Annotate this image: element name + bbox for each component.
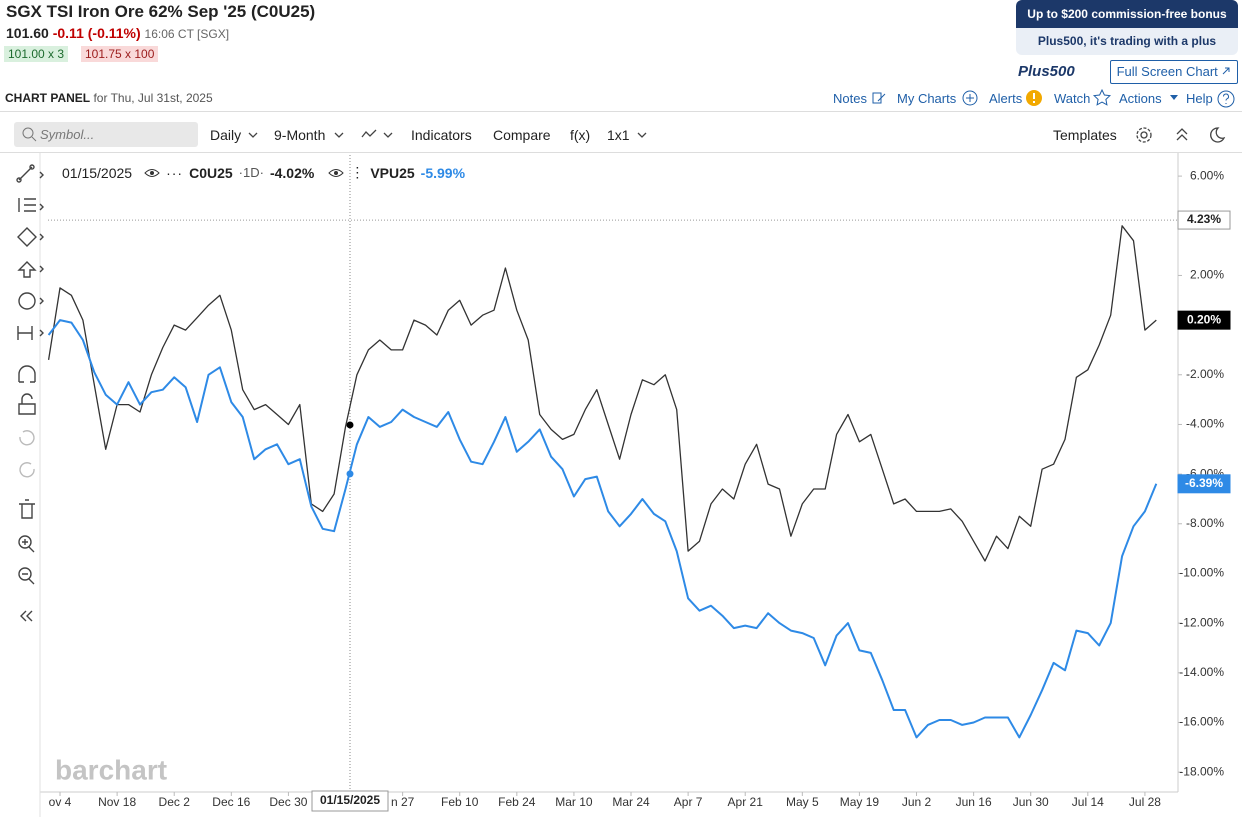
add-icon — [962, 90, 978, 106]
x-tick-label: Jul 28 — [1129, 795, 1161, 809]
panel-title: CHART PANEL — [5, 91, 91, 105]
watermark: barchart — [55, 754, 167, 785]
symbol-placeholder[interactable]: Symbol... — [40, 127, 95, 142]
crosshair-point — [346, 470, 354, 478]
y-tick-label: -12.00% — [1179, 615, 1224, 629]
ask: 101.75 x 100 — [81, 46, 159, 62]
x-tick-label: Jun 16 — [956, 795, 992, 809]
x-tick-label: Dec 30 — [269, 795, 307, 809]
x-tick-label: Jun 2 — [902, 795, 932, 809]
x-tick-label: Jul 14 — [1072, 795, 1104, 809]
quote-time: 16:06 CT [SGX] — [144, 27, 230, 41]
ad-headline[interactable]: Up to $200 commission-free bonus — [1016, 0, 1238, 28]
price-label: 4.23% — [1187, 212, 1221, 226]
y-tick-label: -18.00% — [1179, 764, 1224, 778]
y-tick-label: -8.00% — [1186, 516, 1224, 530]
x-tick-label: ov 4 — [49, 795, 72, 809]
price-label-box — [1177, 210, 1231, 230]
x-tick-label: Feb 10 — [441, 795, 479, 809]
legend-interval: ·1D· — [238, 165, 264, 180]
external-icon — [1223, 67, 1230, 75]
legend: 01/15/2025 ··· C0U25 ·1D· -4.02% ⋮ VPU25… — [62, 164, 465, 181]
crosshair-point — [346, 421, 354, 429]
x-tick-label: May 19 — [840, 795, 880, 809]
price-label-box — [1177, 310, 1231, 330]
caret-icon — [1170, 95, 1178, 100]
x-tick-label: Apr 21 — [728, 795, 764, 809]
link-icons — [872, 92, 886, 104]
watch-link[interactable]: Watch — [1054, 91, 1091, 106]
price-change: -0.11 (-0.11%) — [52, 25, 141, 41]
legend-value: -4.02% — [269, 164, 315, 181]
legend-series: C0U25 — [189, 164, 233, 181]
y-tick-label: -10.00% — [1179, 566, 1224, 580]
compare-button[interactable]: Compare — [493, 127, 551, 143]
series-line — [47, 319, 1158, 739]
crosshair-date-box — [311, 790, 389, 812]
y-tick-label: -2.00% — [1186, 367, 1224, 381]
range-menu[interactable]: 9-Month — [274, 127, 326, 143]
full-screen-button[interactable]: Full Screen Chart — [1110, 60, 1238, 84]
eye-icon[interactable] — [144, 167, 160, 179]
x-tick-label: Nov 18 — [98, 795, 136, 809]
price-label: -6.39% — [1185, 476, 1223, 490]
layout-menu[interactable]: 1x1 — [607, 127, 630, 143]
legend-value: -5.99% — [420, 164, 466, 181]
notes-link[interactable]: Notes — [833, 91, 867, 106]
drawing-tools — [16, 164, 44, 622]
ad-logo[interactable]: Plus500 — [1018, 63, 1075, 80]
separator — [0, 111, 1242, 112]
quote-row: 101.60 -0.11 (-0.11%) 16:06 CT [SGX] — [6, 25, 229, 41]
x-tick-label: May 5 — [786, 795, 819, 809]
x-tick-label: n 27 — [391, 795, 415, 809]
x-tick-label: Apr 7 — [674, 795, 703, 809]
symbol-search[interactable]: Symbol... — [14, 122, 198, 147]
legend-dots: ⋮ — [350, 164, 365, 180]
x-tick-label: Mar 10 — [555, 795, 593, 809]
y-tick-label: -4.00% — [1186, 417, 1224, 431]
crosshair-date-label: 01/15/2025 — [320, 793, 380, 807]
eye-icon[interactable] — [328, 167, 345, 179]
star-icon — [1092, 88, 1112, 106]
y-tick-label: -16.00% — [1179, 715, 1224, 729]
search-icon — [22, 127, 37, 142]
indicators-button[interactable]: Indicators — [411, 127, 472, 143]
x-tick-label: Jun 30 — [1013, 795, 1049, 809]
separator — [0, 152, 1242, 153]
price-label: 0.20% — [1187, 312, 1221, 326]
templates-button[interactable]: Templates — [1053, 127, 1117, 143]
bid: 101.00 x 3 — [4, 46, 69, 62]
legend-dots: ··· — [166, 164, 184, 181]
crosshair-date: 01/15/2025 — [62, 164, 133, 181]
y-tick-label: 6.00% — [1190, 168, 1224, 182]
panel-date: for Thu, Jul 31st, 2025 — [93, 91, 213, 105]
price-label-box — [1177, 474, 1231, 494]
full-screen-label[interactable]: Full Screen Chart — [1116, 64, 1218, 79]
help-icon — [1217, 90, 1235, 108]
x-tick-label: Feb 24 — [498, 795, 536, 809]
x-tick-label: Mar 24 — [612, 795, 650, 809]
fx-button[interactable]: f(x) — [570, 127, 591, 143]
legend-series: VPU25 — [370, 164, 415, 181]
my-charts-link[interactable]: My Charts — [897, 91, 957, 106]
last-price: 101.60 — [6, 25, 49, 41]
x-tick-label: Dec 16 — [212, 795, 250, 809]
y-tick-label: -14.00% — [1179, 665, 1224, 679]
alert-icon — [1026, 90, 1042, 106]
series-line — [47, 225, 1157, 562]
help-link[interactable]: Help — [1186, 91, 1213, 106]
x-tick-label: Dec 2 — [159, 795, 191, 809]
instrument-title: SGX TSI Iron Ore 62% Sep '25 (C0U25) — [6, 2, 316, 21]
alerts-link[interactable]: Alerts — [989, 91, 1023, 106]
actions-link[interactable]: Actions — [1119, 91, 1162, 106]
panel-heading: CHART PANEL for Thu, Jul 31st, 2025 — [5, 91, 213, 105]
plot-area — [47, 225, 1158, 739]
y-tick-label: 2.00% — [1190, 268, 1224, 282]
ad-tagline[interactable]: Plus500, it's trading with a plus — [1016, 28, 1238, 55]
interval-menu[interactable]: Daily — [210, 127, 242, 143]
toolbar-icons — [248, 127, 1226, 143]
